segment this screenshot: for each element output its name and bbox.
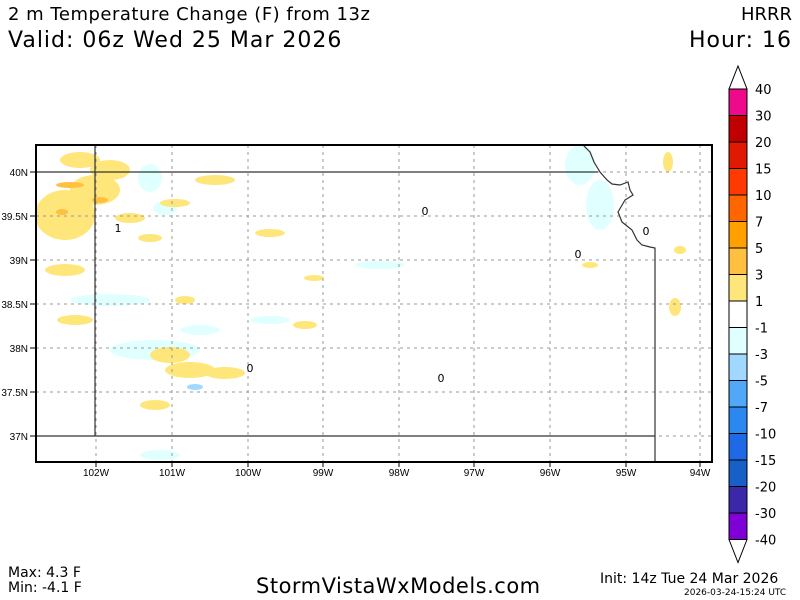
lon-label: 96W — [540, 468, 561, 479]
colorbar-swatch — [728, 486, 748, 514]
colorbar-swatch — [728, 512, 748, 540]
lat-label: 38N — [10, 344, 28, 355]
map-title: 2 m Temperature Change (F) from 13z — [8, 4, 371, 25]
state-borders — [36, 144, 656, 462]
colorbar-label: 15 — [755, 163, 772, 178]
colorbar-min-arrow — [728, 539, 748, 564]
lat-label: 39N — [10, 256, 28, 267]
lat-label: 37N — [10, 432, 28, 443]
lat-label: 39.5N — [1, 212, 28, 223]
lon-label: 100W — [235, 468, 262, 479]
lon-label: 95W — [616, 468, 637, 479]
colorbar-swatch — [728, 300, 748, 328]
colorbar-swatch — [728, 247, 748, 275]
lon-label: 101W — [159, 468, 186, 479]
colorbar-label: -20 — [755, 481, 776, 496]
colorbar-label: 7 — [755, 216, 763, 231]
colorbar-swatch — [728, 221, 748, 249]
lat-label: 38.5N — [1, 300, 28, 311]
colorbar-max-arrow — [728, 64, 748, 90]
lon-label: 94W — [690, 468, 711, 479]
contour-label: 1 — [115, 222, 122, 235]
contour-label: 0 — [643, 225, 650, 238]
colorbar-label: 20 — [755, 136, 772, 151]
colorbar-label: -30 — [755, 507, 776, 522]
colorbar-swatch — [728, 433, 748, 461]
contour-label: 0 — [438, 372, 445, 385]
init-time: Init: 14z Tue 24 Mar 2026 — [600, 571, 779, 587]
colorbar-swatch — [728, 380, 748, 408]
colorbar-swatch — [728, 353, 748, 381]
contour-label: 0 — [247, 362, 254, 375]
colorbar-swatch — [728, 168, 748, 196]
colorbar-swatch — [728, 274, 748, 302]
lat-label: 40N — [10, 168, 28, 179]
colorbar-label: -15 — [755, 454, 776, 469]
colorbar-swatch — [728, 115, 748, 143]
colorbar-label: 5 — [755, 242, 763, 257]
generated-timestamp: 2026-03-24-15:24 UTC — [684, 588, 787, 598]
colorbar-swatch — [728, 459, 748, 487]
valid-time: Valid: 06z Wed 25 Mar 2026 — [8, 28, 343, 53]
lon-label: 97W — [464, 468, 485, 479]
colorbar-swatch — [728, 327, 748, 355]
model-name: HRRR — [740, 4, 792, 25]
colorbar-label: -5 — [755, 375, 768, 390]
colorbar-label: -10 — [755, 428, 776, 443]
colorbar-label: 10 — [755, 189, 772, 204]
min-value: Min: -4.1 F — [8, 580, 82, 596]
colorbar-label: -1 — [755, 322, 768, 337]
lon-label: 98W — [389, 468, 410, 479]
lon-label: 99W — [313, 468, 334, 479]
site-watermark: StormVistaWxModels.com — [256, 574, 541, 598]
colorbar-label: 3 — [755, 269, 763, 284]
contour-label: 0 — [422, 205, 429, 218]
colorbar-label: 30 — [755, 110, 772, 125]
colorbar-label: -7 — [755, 401, 768, 416]
colorbar-swatch — [728, 141, 748, 169]
colorbar-swatch — [728, 194, 748, 222]
colorbar-label: 1 — [755, 295, 763, 310]
colorbar: 40 30 20 15 10 7 5 3 1 -1 -3 -5 -7 -10 -15 -20 -30 -40 — [728, 64, 776, 564]
colorbar-label: 40 — [755, 83, 772, 98]
shaded-field — [36, 145, 686, 460]
forecast-hour: Hour: 16 — [688, 28, 792, 53]
colorbar-swatch — [728, 406, 748, 434]
colorbar-label: -40 — [755, 534, 776, 549]
colorbar-label: -3 — [755, 348, 768, 363]
colorbar-swatch — [728, 88, 748, 116]
contour-label: 0 — [575, 248, 582, 261]
lon-label: 102W — [83, 468, 110, 479]
lat-label: 37.5N — [1, 388, 28, 399]
max-value: Max: 4.3 F — [8, 565, 81, 581]
